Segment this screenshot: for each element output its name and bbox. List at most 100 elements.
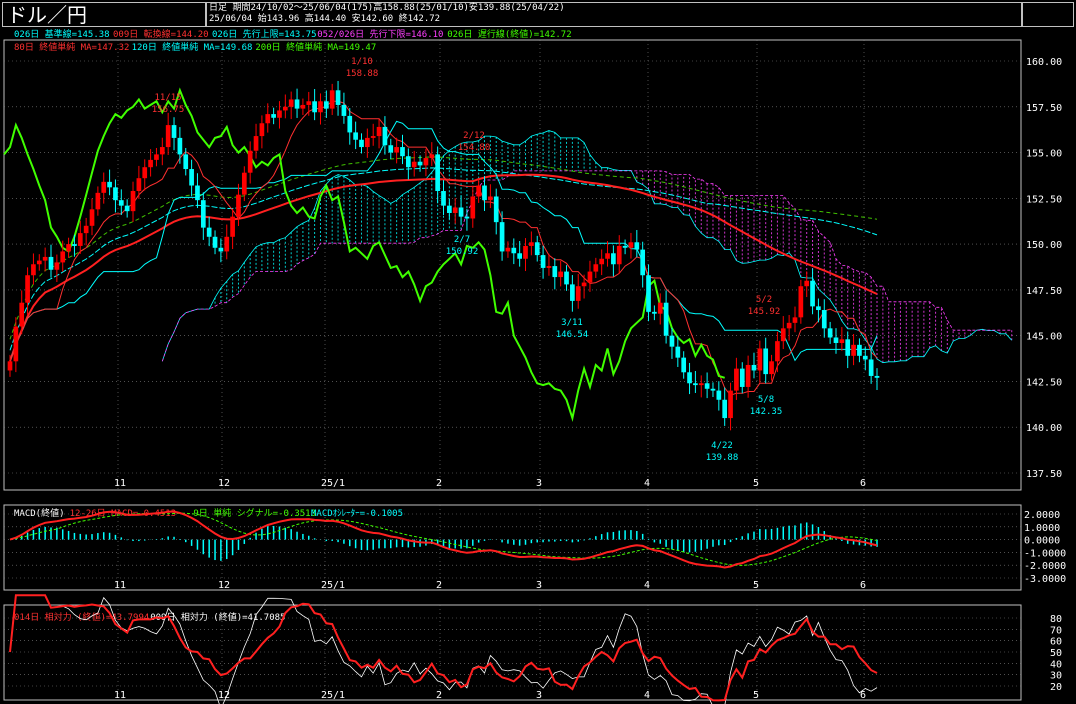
candle-body <box>89 209 95 226</box>
candle-body <box>148 159 153 168</box>
candle-body <box>710 388 716 391</box>
candle-body <box>751 364 757 371</box>
candle-body <box>570 284 575 301</box>
candle-body <box>400 147 405 157</box>
month-label-price: 2 <box>436 478 442 489</box>
candle-body <box>171 125 177 138</box>
candle-body <box>646 275 651 312</box>
macd-tick-label: -1.0000 <box>1024 548 1066 559</box>
annotation-date: 5/8 <box>758 395 774 405</box>
price-tick-label: 137.50 <box>1026 469 1062 480</box>
candle-body <box>312 101 317 113</box>
price-tick-label: 147.50 <box>1026 286 1062 297</box>
ma80-line <box>9 173 878 362</box>
candle-body <box>575 286 581 301</box>
price-tick-label: 155.00 <box>1026 149 1062 160</box>
month-label-macd: 25/1 <box>321 580 345 591</box>
candle-body <box>177 137 183 155</box>
candle-body <box>195 185 200 201</box>
candle-body <box>288 99 294 107</box>
candle-body <box>458 207 464 217</box>
candle-body <box>77 233 83 246</box>
candle-body <box>306 101 312 105</box>
annotation-value: 156.75 <box>152 105 185 115</box>
candle-body <box>687 372 692 384</box>
candle-body <box>423 158 429 166</box>
annotation-value: 158.88 <box>346 69 379 79</box>
rsi14-line <box>9 594 878 702</box>
price-tick-label: 150.00 <box>1026 240 1062 251</box>
legend-item-2: 9日 単純 シグナル=-0.3513 <box>193 507 316 519</box>
candle-body <box>107 181 112 188</box>
candle-body <box>857 344 862 356</box>
leading-span-a <box>161 130 1012 364</box>
month-label-rsi: 12 <box>218 690 230 701</box>
candle-body <box>540 255 546 268</box>
candle-body <box>693 383 698 386</box>
candle-body <box>113 187 118 201</box>
candle-body <box>476 185 481 197</box>
candle-body <box>792 317 798 323</box>
candle-body <box>593 264 599 272</box>
candle-body <box>411 161 417 168</box>
candle-body <box>54 262 60 270</box>
candle-body <box>236 194 241 217</box>
candle-body <box>452 207 458 213</box>
candle-body <box>206 227 212 237</box>
candle-body <box>493 196 499 223</box>
candle-body <box>816 306 821 311</box>
legend-item-2: 026日 先行上限=143.75 <box>212 28 317 40</box>
candle-body <box>259 123 265 137</box>
candle-body <box>505 247 511 252</box>
legend-item-1: 009日 相対力 (終値)=41.7085 <box>150 611 285 623</box>
candle-body <box>611 253 616 265</box>
month-label-macd: 11 <box>114 580 126 591</box>
candle-body <box>435 154 440 192</box>
candle-body <box>681 357 687 373</box>
legend-main-line1: 026日 基準線=145.38 009日 転換線=144.20 026日 先行上限=… <box>14 28 572 40</box>
candle-body <box>335 90 341 105</box>
candle-body <box>517 253 522 259</box>
candle-body <box>851 344 856 356</box>
legend-item-0: 026日 基準線=145.38 <box>14 28 110 40</box>
period-line: 日足 期間24/10/02～25/06/04(175)高158.88(25/01… <box>209 3 1021 14</box>
tenkan-line <box>9 100 878 396</box>
rsi-frame <box>3 604 1022 701</box>
candle-body <box>101 181 107 193</box>
month-label-macd: 2 <box>436 580 442 591</box>
month-label-price: 12 <box>218 478 230 489</box>
candle-body <box>136 178 142 192</box>
candle-body <box>827 328 833 338</box>
candle-body <box>189 169 194 186</box>
candle-body <box>499 222 505 252</box>
candle-body <box>388 145 394 153</box>
legend-item-3: MACDｵｼﾚｰﾀｰ=-0.1005 <box>311 508 403 519</box>
candle-body <box>48 256 54 270</box>
lagging-span <box>3 87 725 422</box>
legend-item-0: 80日 終値単純 MA=147.32 <box>14 41 129 53</box>
rsi-tick-label: 40 <box>1050 659 1062 670</box>
macd-tick-label: 1.0000 <box>1024 523 1060 534</box>
month-label-rsi: 6 <box>860 690 866 701</box>
candle-body <box>728 390 733 419</box>
month-label-price: 3 <box>536 478 542 489</box>
candle-body <box>675 346 681 358</box>
candle-body <box>218 247 224 252</box>
candle-body <box>546 266 552 268</box>
price-panel: 160.00 157.50 155.00 152.50 150.00 147.50 145.… <box>3 39 1062 491</box>
annotation-value: 145.92 <box>748 307 781 317</box>
price-frame <box>3 39 1022 491</box>
candle-body <box>429 154 435 159</box>
candle-body <box>628 242 634 248</box>
month-label-rsi: 5 <box>753 690 759 701</box>
month-label-rsi: 3 <box>536 690 542 701</box>
macd-line <box>9 510 878 569</box>
candle-body <box>804 280 810 287</box>
candle-body <box>845 339 851 356</box>
period-text: 期間24/10/02～25/06/04(175)高158.88(25/01/10… <box>232 3 565 13</box>
legend-item-2: 200日 終値単純 MA=149.47 <box>255 41 376 53</box>
candle-body <box>130 191 136 212</box>
candle-body <box>265 114 271 124</box>
candle-body <box>394 147 399 153</box>
candle-body <box>42 256 48 261</box>
